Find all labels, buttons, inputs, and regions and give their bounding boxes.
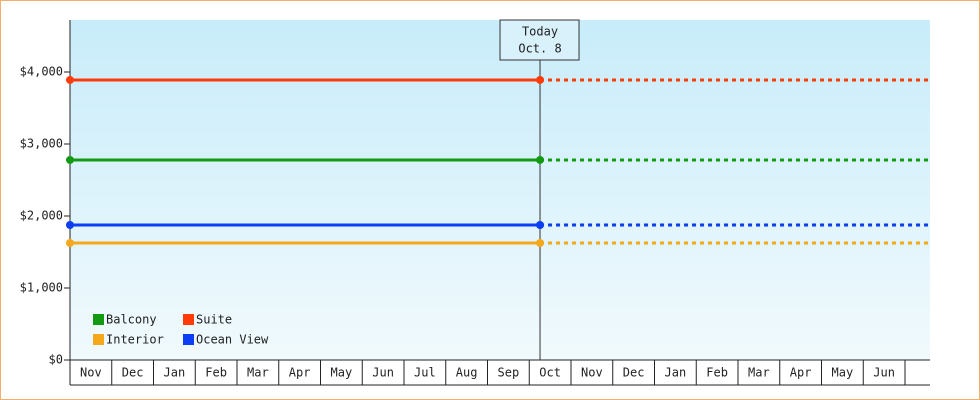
- point: [536, 155, 545, 164]
- x-tick-label: Feb: [205, 366, 227, 380]
- legend-swatch: [183, 334, 194, 345]
- y-tick-label: $0: [49, 353, 63, 367]
- point: [66, 238, 74, 247]
- x-tick-label: May: [331, 366, 353, 380]
- y-tick-label: $2,000: [20, 208, 63, 222]
- legend-swatch: [93, 314, 104, 325]
- x-tick-label: Jan: [164, 366, 186, 380]
- x-tick-label: Mar: [247, 366, 269, 380]
- x-tick-label: Dec: [122, 366, 144, 380]
- x-tick-label: Mar: [748, 366, 770, 380]
- x-tick-label: Jun: [372, 366, 394, 380]
- legend-label: Ocean View: [196, 333, 269, 347]
- legend-label: Balcony: [106, 313, 157, 327]
- point: [536, 238, 545, 247]
- y-tick-label: $4,000: [20, 64, 63, 78]
- point: [66, 220, 74, 229]
- x-tick-label: Sep: [498, 366, 520, 380]
- today-label: Today: [522, 25, 558, 39]
- x-tick-label: Nov: [80, 366, 102, 380]
- x-tick-label: Dec: [623, 366, 645, 380]
- y-tick-label: $1,000: [20, 280, 63, 294]
- point: [536, 220, 545, 229]
- point: [536, 75, 545, 84]
- point: [66, 75, 74, 84]
- x-tick-label: Oct: [539, 366, 561, 380]
- legend-swatch: [93, 334, 104, 345]
- x-tick-label: Apr: [289, 366, 311, 380]
- today-date: Oct. 8: [518, 42, 561, 56]
- point: [66, 155, 74, 164]
- x-tick-label: Aug: [456, 366, 478, 380]
- legend-label: Suite: [196, 313, 232, 327]
- x-tick-label: Apr: [790, 366, 812, 380]
- legend-swatch: [183, 314, 194, 325]
- x-tick-label: Jul: [414, 366, 436, 380]
- y-tick-label: $3,000: [20, 136, 63, 150]
- x-tick-label: May: [832, 366, 854, 380]
- x-tick-label: Nov: [581, 366, 603, 380]
- legend-label: Interior: [106, 333, 164, 347]
- today-box: [499, 19, 580, 61]
- x-tick-label: Jun: [873, 366, 895, 380]
- plot-area: [70, 20, 930, 360]
- x-tick-label: Jan: [665, 366, 687, 380]
- x-tick-label: Feb: [706, 366, 728, 380]
